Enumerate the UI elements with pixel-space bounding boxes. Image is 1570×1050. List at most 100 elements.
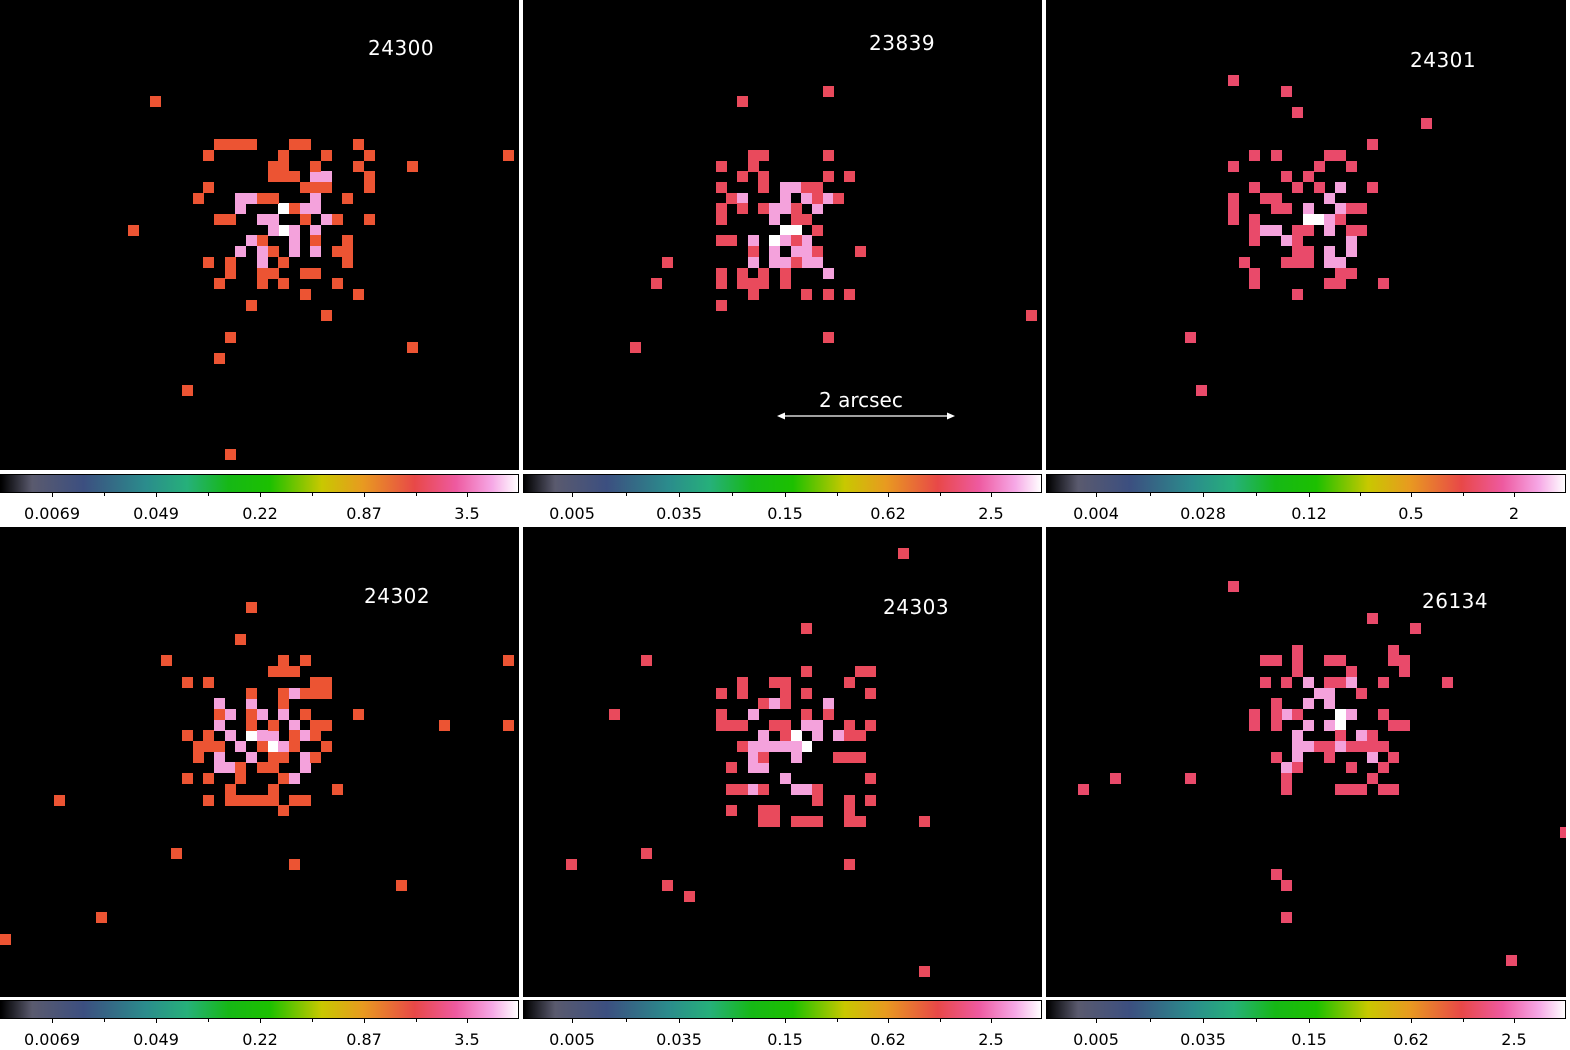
count-pixel: [801, 741, 812, 752]
count-pixel: [182, 730, 193, 741]
count-pixel: [726, 784, 737, 795]
count-pixel: [268, 171, 279, 182]
count-pixel: [758, 171, 769, 182]
count-pixel: [193, 741, 204, 752]
count-pixel: [801, 193, 812, 204]
colorbar-major-tick: [991, 1019, 992, 1023]
count-pixel: [1335, 150, 1346, 161]
colorbar-minor-tick: [1360, 1019, 1361, 1022]
count-pixel: [310, 752, 321, 763]
colorbar-major-tick: [1309, 493, 1310, 497]
count-pixel: [332, 214, 343, 225]
count-pixel: [300, 752, 311, 763]
count-pixel: [342, 235, 353, 246]
count-pixel: [289, 859, 300, 870]
count-pixel: [1324, 214, 1335, 225]
count-pixel: [203, 741, 214, 752]
colorbar-tick-label: 0.15: [767, 504, 803, 523]
count-pixel: [758, 816, 769, 827]
colorbar-tick-label: 2.5: [978, 1030, 1003, 1049]
count-pixel: [310, 688, 321, 699]
count-pixel: [1324, 150, 1335, 161]
count-pixel: [1292, 182, 1303, 193]
scale-bar-label: 2 arcsec: [819, 388, 903, 412]
count-pixel: [203, 182, 214, 193]
count-pixel: [321, 720, 332, 731]
count-pixel: [769, 677, 780, 688]
count-pixel: [246, 795, 257, 806]
colorbar-tick-label: 0.035: [656, 1030, 702, 1049]
count-pixel: [1249, 709, 1260, 720]
colorbar-major-tick: [1411, 1019, 1412, 1023]
colorbar-minor-tick: [416, 493, 417, 496]
count-pixel: [54, 795, 65, 806]
colorbar-4: 0.0069 0.049 0.22 0.87 3.5: [0, 1000, 519, 1050]
count-pixel: [1271, 203, 1282, 214]
count-pixel: [1506, 955, 1517, 966]
count-pixel: [342, 246, 353, 257]
count-pixel: [1281, 762, 1292, 773]
colorbar-5: 0.005 0.035 0.15 0.62 2.5: [523, 1000, 1042, 1050]
count-pixel: [310, 161, 321, 172]
colorbar-minor-tick: [940, 493, 941, 496]
count-pixel: [801, 182, 812, 193]
count-pixel: [769, 235, 780, 246]
count-pixel: [332, 784, 343, 795]
count-pixel: [332, 278, 343, 289]
colorbar-major-tick: [679, 493, 680, 497]
colorbar-major-tick: [572, 493, 573, 497]
count-pixel: [246, 688, 257, 699]
count-pixel: [566, 859, 577, 870]
count-pixel: [791, 784, 802, 795]
colorbar-minor-tick: [104, 493, 105, 496]
colorbar-tick-label: 0.049: [133, 504, 179, 523]
count-pixel: [1292, 762, 1303, 773]
obsid-label: 24303: [883, 595, 949, 619]
count-pixel: [1185, 332, 1196, 343]
count-pixel: [1026, 310, 1037, 321]
count-pixel: [1335, 709, 1346, 720]
count-pixel: [812, 784, 823, 795]
colorbar-major-tick: [260, 493, 261, 497]
count-pixel: [1335, 741, 1346, 752]
count-pixel: [1303, 203, 1314, 214]
count-pixel: [1292, 655, 1303, 666]
count-pixel: [812, 182, 823, 193]
count-pixel: [801, 235, 812, 246]
count-pixel: [919, 816, 930, 827]
count-pixel: [1335, 278, 1346, 289]
count-pixel: [1303, 677, 1314, 688]
count-pixel: [203, 795, 214, 806]
count-pixel: [823, 86, 834, 97]
count-pixel: [257, 709, 268, 720]
count-pixel: [609, 709, 620, 720]
count-pixel: [1367, 613, 1378, 624]
count-pixel: [289, 246, 300, 257]
count-pixel: [193, 193, 204, 204]
count-pixel: [289, 773, 300, 784]
count-pixel: [353, 289, 364, 300]
count-pixel: [1356, 730, 1367, 741]
obsid-label: 24302: [364, 584, 430, 608]
count-pixel: [364, 214, 375, 225]
count-pixel: [716, 720, 727, 731]
count-pixel: [823, 698, 834, 709]
image-panel-6: 26134: [1046, 527, 1566, 997]
count-pixel: [161, 655, 172, 666]
count-pixel: [342, 257, 353, 268]
count-pixel: [246, 300, 257, 311]
colorbar-tick-label: 3.5: [454, 1030, 479, 1049]
count-pixel: [1324, 688, 1335, 699]
count-pixel: [780, 698, 791, 709]
colorbar-tick-label: 0.62: [870, 504, 906, 523]
colorbar-major-tick: [888, 493, 889, 497]
count-pixel: [268, 225, 279, 236]
count-pixel: [716, 161, 727, 172]
count-pixel: [214, 720, 225, 731]
count-pixel: [769, 698, 780, 709]
count-pixel: [1335, 214, 1346, 225]
count-pixel: [289, 730, 300, 741]
colorbar-minor-tick: [1256, 493, 1257, 496]
colorbar-tick-label: 2.5: [1501, 1030, 1526, 1049]
count-pixel: [1314, 214, 1325, 225]
